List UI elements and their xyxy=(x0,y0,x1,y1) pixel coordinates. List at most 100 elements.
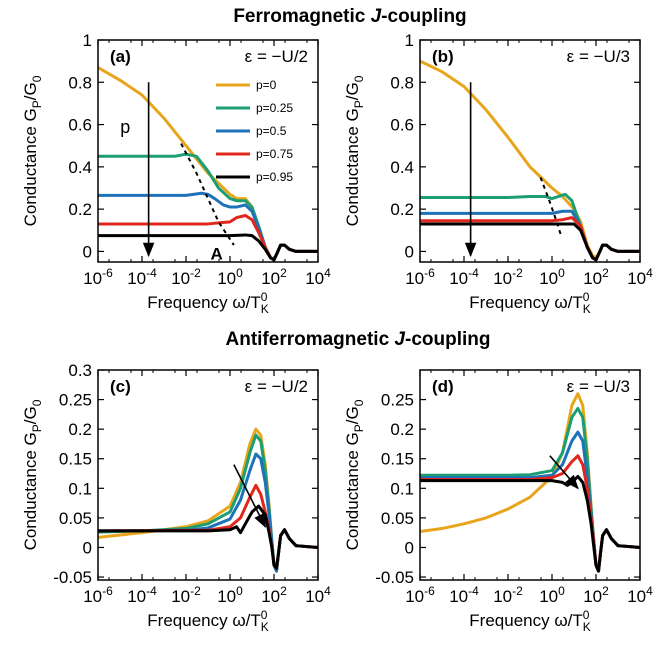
series-line-p025 xyxy=(420,192,640,262)
x-tick-label: 10-2 xyxy=(493,266,523,288)
x-tick-label: 100 xyxy=(217,266,243,288)
y-tick-label: -0.05 xyxy=(53,568,92,587)
x-tick-label: 10-2 xyxy=(171,584,201,606)
y-axis-label: Conductance GP/G0 xyxy=(343,399,366,550)
series-line-p095 xyxy=(98,504,318,570)
y-tick-label: 0.1 xyxy=(68,479,92,498)
y-tick-label: 0.15 xyxy=(381,450,414,469)
plot-area xyxy=(420,59,640,262)
x-axis-label: Frequency ω/TK0 xyxy=(469,608,590,634)
y-tick-label: 0.25 xyxy=(381,391,414,410)
series-line-p05 xyxy=(98,452,318,573)
series-line-p05 xyxy=(420,209,640,262)
plot-area xyxy=(98,427,318,573)
series-line-p05 xyxy=(98,191,318,262)
x-tick-label: 10-4 xyxy=(449,266,479,288)
series-line-p0 xyxy=(98,427,318,573)
trend-arrow xyxy=(233,464,266,529)
panel-a: 0 0.2 0.4 0.6 0.8 1 10-6 10-4 10-2 100 102 104 (a) ε … xyxy=(21,31,331,316)
x-axis-label: Frequency ω/TK0 xyxy=(147,290,268,316)
dashed-guide xyxy=(539,177,562,235)
y-tick-label: 0.8 xyxy=(68,73,92,92)
x-tick-label: 102 xyxy=(583,584,609,606)
y-tick-label: 0.25 xyxy=(59,391,92,410)
series-line-p075 xyxy=(98,213,318,262)
x-tick-label: 10-6 xyxy=(405,584,435,606)
plot-frame xyxy=(419,369,641,581)
panel-label: (c) xyxy=(110,377,131,396)
x-tick-label: 104 xyxy=(627,266,653,288)
x-tick-label: 10-6 xyxy=(405,266,435,288)
series-line-p0 xyxy=(98,65,318,262)
x-tick-label: 102 xyxy=(583,266,609,288)
dashed-label-A: A xyxy=(210,244,222,263)
legend-label-p095: p=0.95 xyxy=(256,170,293,184)
y-tick-label: -0.05 xyxy=(375,568,414,587)
y-tick-label: 0.4 xyxy=(390,158,414,177)
y-tick-label: 0.2 xyxy=(390,420,414,439)
legend-label-p025: p=0.25 xyxy=(256,101,293,115)
legend-label-p075: p=0.75 xyxy=(256,147,293,161)
y-axis-label: Conductance GP/G0 xyxy=(21,399,44,550)
y-tick-label: 0 xyxy=(83,538,92,557)
series-line-p0 xyxy=(420,392,640,573)
antiferromagnetic-title: Antiferromagnetic J-coupling xyxy=(226,329,491,350)
y-tick-label: 0.2 xyxy=(68,200,92,219)
y-tick-label: 0.05 xyxy=(59,509,92,528)
x-tick-label: 100 xyxy=(539,266,565,288)
panel-c: -0.05 0 0.05 0.1 0.15 0.2 0.25 0.3 10-6 10-4 10-2 1… xyxy=(21,361,331,634)
epsilon-label: ε = −U/2 xyxy=(245,47,308,66)
x-tick-label: 10-2 xyxy=(493,584,523,606)
legend-label-p05: p=0.5 xyxy=(256,124,287,138)
series-line-p095 xyxy=(420,474,640,573)
x-tick-label: 104 xyxy=(305,584,331,606)
y-tick-label: 1 xyxy=(83,31,92,50)
y-tick-label: 0.3 xyxy=(68,361,92,380)
y-axis-label: Conductance GP/G0 xyxy=(21,75,44,226)
x-axis-label: Frequency ω/TK0 xyxy=(469,290,590,316)
y-tick-label: 0 xyxy=(83,242,92,261)
y-axis-label: Conductance GP/G0 xyxy=(343,75,366,226)
y-tick-label: 0.6 xyxy=(68,116,92,135)
legend-label-p0: p=0 xyxy=(256,78,277,92)
panel-label: (a) xyxy=(110,47,131,66)
x-axis-label: Frequency ω/TK0 xyxy=(147,608,268,634)
x-tick-label: 10-4 xyxy=(127,584,157,606)
x-tick-label: 102 xyxy=(261,584,287,606)
plot-frame xyxy=(97,369,319,581)
series-line-p0 xyxy=(420,59,640,260)
y-tick-label: 0.2 xyxy=(68,420,92,439)
x-tick-label: 100 xyxy=(539,584,565,606)
y-tick-label: 1 xyxy=(405,31,414,50)
plot-frame xyxy=(419,39,641,263)
x-tick-label: 10-6 xyxy=(83,266,113,288)
y-tick-label: 0.1 xyxy=(390,479,414,498)
dashed-guide xyxy=(180,143,235,246)
epsilon-label: ε = −U/2 xyxy=(245,377,308,396)
plot-frame xyxy=(97,39,319,263)
ferromagnetic-title: Ferromagnetic J-coupling xyxy=(233,6,466,27)
y-tick-label: 0.05 xyxy=(381,509,414,528)
y-tick-label: 0.2 xyxy=(390,200,414,219)
series-line-p095 xyxy=(98,233,318,262)
x-tick-label: 104 xyxy=(305,266,331,288)
y-tick-label: 0 xyxy=(405,242,414,261)
y-tick-label: 0.8 xyxy=(390,73,414,92)
series-line-p095 xyxy=(420,222,640,262)
x-tick-label: 102 xyxy=(261,266,287,288)
epsilon-label: ε = −U/3 xyxy=(567,377,630,396)
y-tick-label: 0.4 xyxy=(68,158,92,177)
epsilon-label: ε = −U/3 xyxy=(567,47,630,66)
panel-d: -0.05 0 0.05 0.1 0.15 0.2 0.25 10-6 10-4 10-2 100 1… xyxy=(343,369,653,634)
x-tick-label: 10-4 xyxy=(449,584,479,606)
panel-b: 0 0.2 0.4 0.6 0.8 1 10-6 10-4 10-2 100 102 104 (b) ε … xyxy=(343,31,653,316)
series-line-p025 xyxy=(420,406,640,573)
y-tick-label: 0.15 xyxy=(59,450,92,469)
y-tick-label: 0 xyxy=(405,538,414,557)
arrow-label-p: p xyxy=(120,117,130,137)
x-tick-label: 100 xyxy=(217,584,243,606)
trend-arrow xyxy=(549,455,579,490)
series-line-p075 xyxy=(420,454,640,573)
y-tick-label: 0.6 xyxy=(390,116,414,135)
